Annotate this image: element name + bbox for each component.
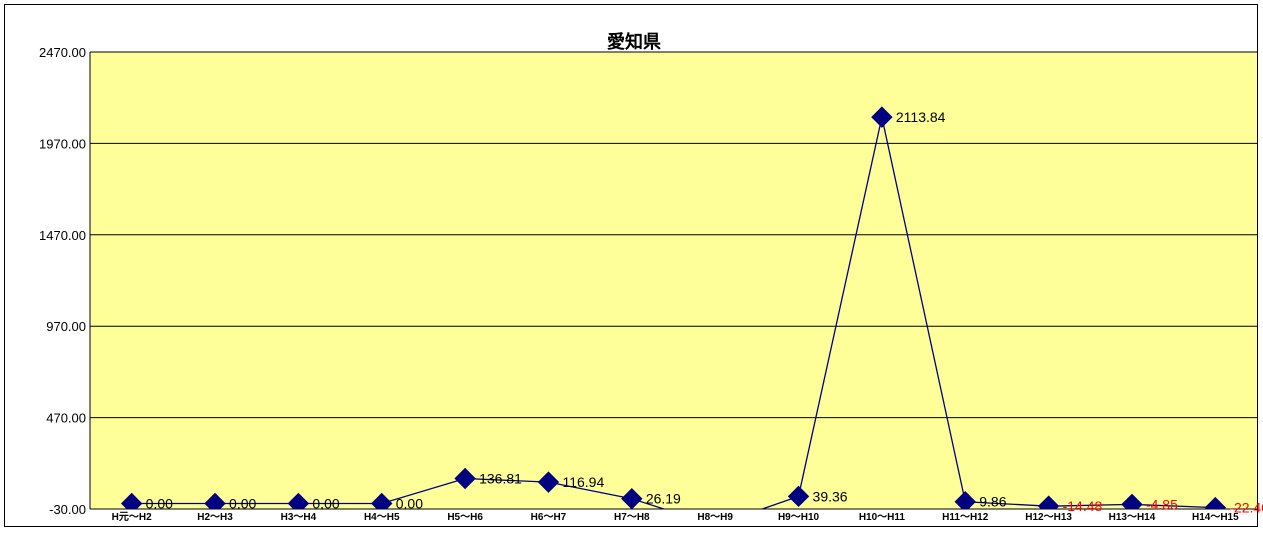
data-label: 116.94: [562, 474, 604, 490]
y-tick-label: -30.00: [49, 502, 86, 517]
axes: [89, 52, 1257, 510]
x-category-label: H6～H7: [531, 512, 567, 523]
x-category-label: H3～H4: [281, 512, 317, 523]
y-tick-label: 970.00: [46, 319, 86, 334]
data-point-marker: [287, 492, 310, 509]
chart-title: 愛知県: [607, 31, 661, 53]
series: [120, 106, 1227, 509]
data-point-marker: [454, 467, 476, 490]
data-label: 2113.84: [896, 109, 946, 125]
data-point-marker: [787, 485, 810, 508]
plot-area: [90, 52, 1257, 509]
x-category-label: H8～H9: [697, 512, 733, 523]
data-label: 0.00: [146, 496, 173, 512]
data-point-marker: [1204, 496, 1227, 509]
x-category-label: H13～H14: [1109, 512, 1156, 523]
x-category-label: H14～H15: [1192, 512, 1239, 523]
x-category-label: H9～H10: [778, 512, 820, 523]
data-label: 136.81: [479, 471, 522, 487]
data-label: 9.86: [979, 494, 1006, 510]
data-point-marker: [871, 106, 893, 128]
y-tick-label: 1470.00: [39, 228, 86, 243]
y-tick-label: 2470.00: [39, 45, 86, 60]
x-category-label: H10～H11: [859, 512, 906, 523]
data-point-marker: [1121, 493, 1143, 509]
data-labels: 0.00 0.00 0.00 0.00 136.81 116.94 26.19 39.36 21…: [146, 109, 1263, 516]
data-point-marker: [371, 492, 393, 509]
data-label: -22.40: [1229, 500, 1263, 516]
y-tick-label: 1970.00: [39, 136, 86, 151]
y-axis-tick-labels: 2470.00 1970.00 1470.00 970.00 470.00 -30.00: [39, 45, 86, 517]
series-line: [131, 116, 1216, 509]
data-label: 0.00: [229, 496, 256, 512]
y-tick-label: 470.00: [46, 411, 86, 426]
x-category-label: H11～H12: [942, 512, 989, 523]
x-axis-category-labels: H元～H2 H2～H3 H3～H4 H4～H5 H5～H6 H6～H7 H7～H8 H8～H9…: [112, 511, 1239, 523]
data-point-marker: [204, 492, 226, 509]
x-category-label: H7～H8: [614, 512, 650, 523]
data-label: -14.48: [1063, 498, 1103, 514]
x-category-label: H12～H13: [1025, 512, 1072, 523]
x-category-label: H5～H6: [447, 512, 483, 523]
data-label: 26.19: [646, 491, 681, 507]
data-label: 39.36: [813, 488, 848, 504]
data-label: -4.85: [1146, 496, 1178, 512]
data-point-marker: [621, 488, 643, 509]
x-category-label: H4～H5: [364, 512, 400, 523]
data-point-marker: [1037, 495, 1060, 509]
data-label: 0.00: [312, 496, 339, 512]
data-point-marker: [537, 471, 560, 493]
x-category-label: H元～H2: [112, 511, 152, 523]
data-point-marker: [120, 492, 143, 509]
x-category-label: H2～H3: [197, 512, 233, 523]
data-point-marker: [954, 491, 976, 509]
data-label: 0.00: [396, 496, 423, 512]
